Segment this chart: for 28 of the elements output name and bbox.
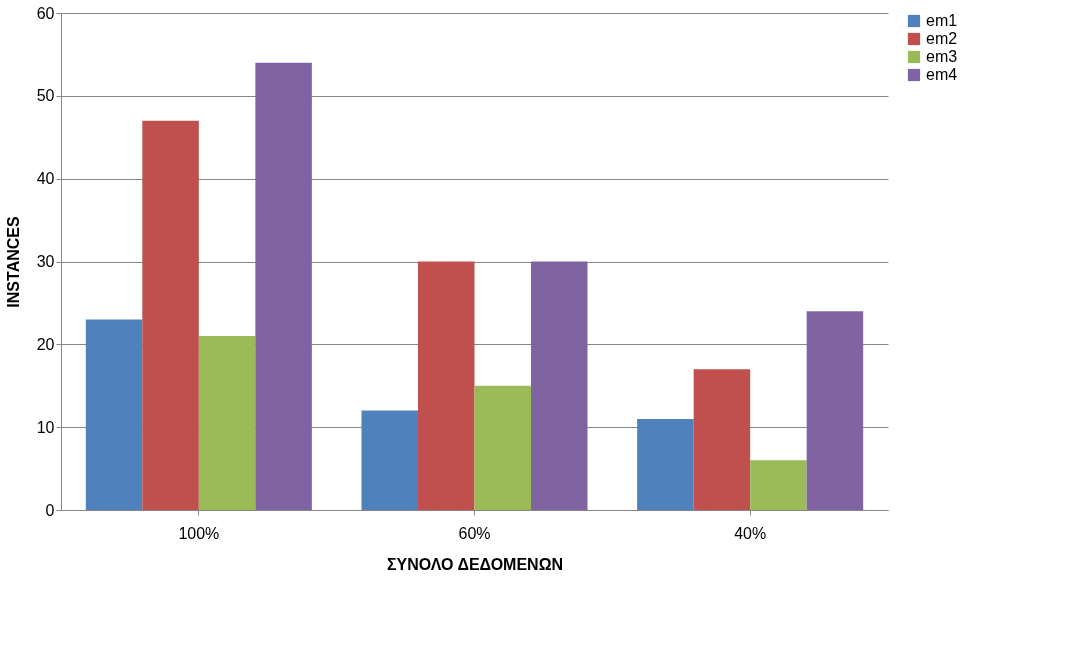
x-axis-title: ΣΥΝΟΛΟ ΔΕΔΟΜΕΝΩΝ: [386, 555, 564, 573]
bar: [474, 385, 532, 510]
bar: [361, 410, 418, 510]
y-axis-title: INSTANCES: [4, 216, 22, 308]
bar: [255, 62, 312, 510]
bar: [750, 460, 807, 510]
legend-label: em1: [926, 12, 958, 29]
y-tick-label: 20: [36, 335, 55, 353]
y-tick-label: 0: [45, 501, 55, 519]
bar: [85, 319, 143, 510]
bar: [198, 336, 256, 510]
bar: [637, 418, 694, 510]
x-tick-label: 40%: [734, 524, 767, 542]
y-tick-label: 30: [36, 253, 55, 270]
y-tick-label: 10: [36, 418, 55, 436]
legend-label: em3: [926, 48, 958, 65]
bar: [806, 311, 864, 510]
y-tick-label: 40: [36, 170, 55, 188]
x-tick-label: 100%: [178, 524, 220, 542]
bar: [693, 369, 751, 510]
x-tick-label: 60%: [458, 524, 491, 542]
bar: [531, 261, 588, 510]
y-tick-label: 50: [36, 87, 55, 105]
y-tick-label: 60: [36, 4, 55, 22]
bar: [417, 261, 475, 510]
legend-label: em2: [926, 30, 958, 47]
legend-label: em4: [926, 66, 958, 83]
bar: [142, 120, 199, 510]
